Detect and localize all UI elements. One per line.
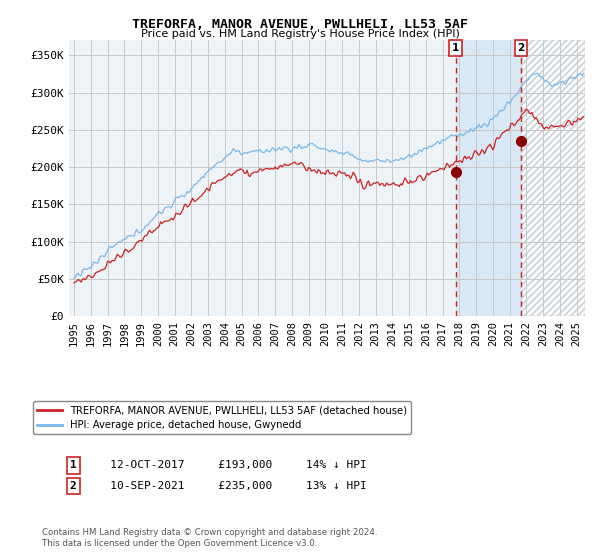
Legend: TREFORFA, MANOR AVENUE, PWLLHELI, LL53 5AF (detached house), HPI: Average price,: TREFORFA, MANOR AVENUE, PWLLHELI, LL53 5… <box>33 402 411 434</box>
Text: Price paid vs. HM Land Registry's House Price Index (HPI): Price paid vs. HM Land Registry's House … <box>140 29 460 39</box>
Text: 10-SEP-2021     £235,000     13% ↓ HPI: 10-SEP-2021 £235,000 13% ↓ HPI <box>89 481 367 491</box>
Text: 2: 2 <box>70 481 77 491</box>
Bar <box>455 40 521 316</box>
Bar <box>521 40 585 316</box>
Text: Contains HM Land Registry data © Crown copyright and database right 2024.
This d: Contains HM Land Registry data © Crown c… <box>42 528 377 548</box>
Bar <box>521 40 585 316</box>
Text: TREFORFA, MANOR AVENUE, PWLLHELI, LL53 5AF: TREFORFA, MANOR AVENUE, PWLLHELI, LL53 5… <box>132 18 468 31</box>
Text: 1: 1 <box>70 460 77 470</box>
Text: 2: 2 <box>518 43 525 53</box>
Text: 12-OCT-2017     £193,000     14% ↓ HPI: 12-OCT-2017 £193,000 14% ↓ HPI <box>89 460 367 470</box>
Text: 1: 1 <box>452 43 459 53</box>
